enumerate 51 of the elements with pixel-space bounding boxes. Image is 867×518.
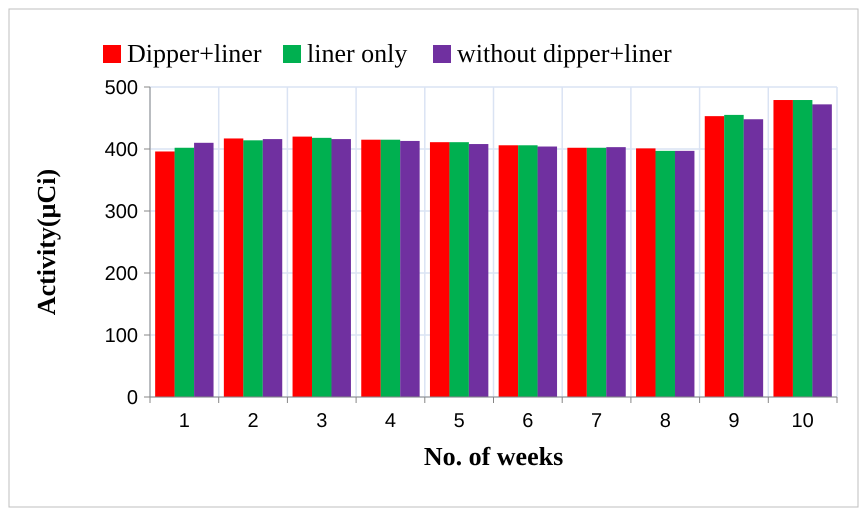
bar xyxy=(194,142,214,397)
bar xyxy=(724,114,744,397)
y-tick-label: 300 xyxy=(104,201,138,223)
x-axis-title: No. of weeks xyxy=(424,442,564,471)
x-tick-label: 8 xyxy=(660,410,671,432)
bar xyxy=(773,100,793,397)
bar xyxy=(567,148,587,397)
y-axis-title: Activity(µCi) xyxy=(32,168,61,316)
y-tick-label: 0 xyxy=(126,387,138,409)
bar xyxy=(262,139,282,397)
x-tick-label: 3 xyxy=(316,410,328,432)
legend-label: without dipper+liner xyxy=(457,39,672,68)
x-tick-label: 5 xyxy=(454,410,465,432)
bar xyxy=(606,147,626,397)
x-tick-label: 9 xyxy=(728,410,740,432)
bar xyxy=(812,104,832,397)
y-tick-label: 400 xyxy=(104,139,138,161)
bar xyxy=(174,148,194,397)
bar xyxy=(155,151,175,397)
bar xyxy=(744,119,764,397)
bar xyxy=(331,139,351,397)
bar xyxy=(243,140,263,397)
bar xyxy=(312,138,332,397)
bar xyxy=(636,148,656,397)
x-tick-label: 2 xyxy=(247,410,259,432)
bar xyxy=(468,144,488,397)
bar xyxy=(674,150,694,397)
bar xyxy=(400,140,420,397)
bar xyxy=(656,150,675,397)
bar xyxy=(380,140,400,397)
x-tick-label: 6 xyxy=(522,410,534,432)
bar xyxy=(586,148,606,397)
bar xyxy=(224,138,244,397)
y-tick-label: 500 xyxy=(104,77,138,99)
bar xyxy=(449,142,469,397)
legend-label: Dipper+liner xyxy=(127,39,262,68)
x-tick-label: 10 xyxy=(792,410,814,432)
x-tick-label: 7 xyxy=(590,410,602,432)
y-tick-label: 100 xyxy=(104,325,138,347)
x-tick-label: 1 xyxy=(178,410,190,432)
y-tick-label: 200 xyxy=(104,263,138,285)
bar xyxy=(430,142,450,397)
bar xyxy=(292,136,312,397)
x-tick-label: 4 xyxy=(384,410,396,432)
bar xyxy=(704,116,724,397)
bar xyxy=(538,146,558,397)
bar xyxy=(518,145,538,397)
legend-label: liner only xyxy=(307,39,408,68)
bar xyxy=(498,145,518,397)
bar xyxy=(361,140,381,397)
bar xyxy=(792,100,812,397)
